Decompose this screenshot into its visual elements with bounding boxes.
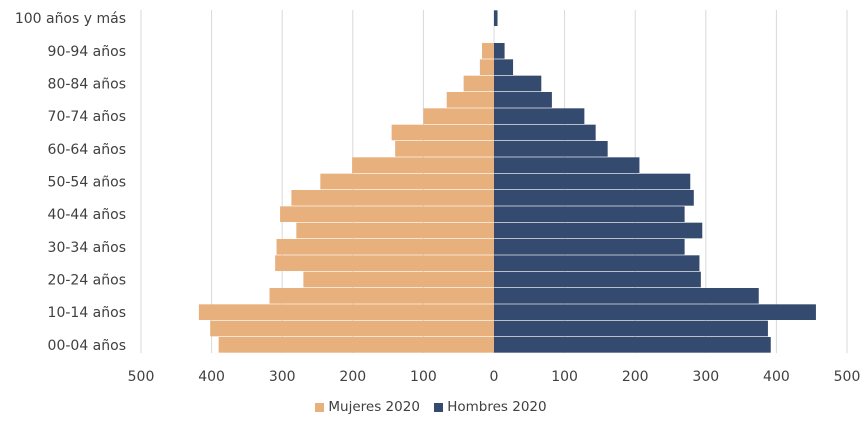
bar-hombres (494, 206, 685, 223)
bar-hombres (494, 271, 701, 288)
y-category-label: 30-34 años (48, 240, 126, 256)
bar-hombres (494, 124, 596, 141)
bar-hombres (494, 10, 498, 27)
bar-mujeres (446, 91, 494, 108)
y-category-label: 40-44 años (48, 207, 126, 223)
y-category-label: 60-64 años (48, 142, 126, 158)
bar-hombres (494, 255, 700, 272)
x-tick-label: 300 (269, 369, 296, 385)
legend-label-mujeres: Mujeres 2020 (328, 399, 420, 415)
bar-mujeres (352, 157, 494, 174)
bar-mujeres (198, 304, 494, 321)
x-tick-label: 500 (834, 369, 861, 385)
y-category-label: 100 años y más (15, 11, 126, 27)
bar-hombres (494, 336, 771, 353)
chart-svg: 00-04 años 10-14 años 20-24 años 30-34 años… (15, 10, 861, 385)
y-axis-labels: 00-04 años 10-14 años 20-24 años 30-34 años… (15, 11, 126, 354)
bar-hombres (494, 173, 691, 190)
bar-hombres (494, 320, 768, 337)
x-tick-label: 400 (763, 369, 790, 385)
bars (198, 10, 816, 353)
bar-mujeres (280, 206, 494, 223)
y-category-label: 00-04 años (48, 338, 126, 354)
bar-mujeres (291, 189, 494, 206)
x-tick-label: 200 (622, 369, 649, 385)
bar-hombres (494, 238, 685, 255)
y-category-label: 10-14 años (48, 305, 126, 321)
bar-hombres (494, 222, 703, 239)
bar-mujeres (296, 222, 494, 239)
x-tick-label: 100 (410, 369, 437, 385)
y-category-label: 70-74 años (48, 109, 126, 125)
bar-hombres (494, 75, 542, 92)
legend: Mujeres 2020 Hombres 2020 (0, 399, 862, 416)
bar-mujeres (423, 108, 494, 125)
legend-item-mujeres: Mujeres 2020 (315, 399, 420, 415)
bar-hombres (494, 304, 816, 321)
bar-hombres (494, 108, 585, 125)
bar-hombres (494, 59, 514, 76)
bar-mujeres (391, 124, 494, 141)
bar-hombres (494, 140, 608, 157)
bar-mujeres (210, 320, 495, 337)
bar-hombres (494, 91, 552, 108)
bar-mujeres (276, 238, 494, 255)
bar-hombres (494, 157, 640, 174)
bar-hombres (494, 42, 505, 59)
y-category-label: 90-94 años (48, 44, 126, 60)
x-tick-label: 200 (339, 369, 366, 385)
bar-hombres (494, 189, 694, 206)
bar-mujeres (395, 140, 494, 157)
x-axis-ticks: 500 400 300 200 100 0 100 200 300 400 500 (128, 369, 861, 385)
legend-item-hombres: Hombres 2020 (434, 399, 547, 415)
y-category-label: 80-84 años (48, 77, 126, 93)
bar-mujeres (481, 42, 494, 59)
bar-hombres (494, 287, 759, 304)
x-tick-label: 100 (551, 369, 578, 385)
legend-swatch-hombres (434, 402, 444, 412)
legend-swatch-mujeres (315, 402, 325, 412)
y-category-label: 20-24 años (48, 273, 126, 289)
bar-mujeres (320, 173, 494, 190)
x-tick-label: 500 (128, 369, 155, 385)
x-tick-label: 0 (490, 369, 499, 385)
y-category-label: 50-54 años (48, 175, 126, 191)
bar-mujeres (479, 59, 494, 76)
x-tick-label: 400 (198, 369, 225, 385)
bar-mujeres (269, 287, 494, 304)
x-tick-label: 300 (692, 369, 719, 385)
bar-mujeres (275, 255, 494, 272)
bar-mujeres (218, 336, 494, 353)
bar-mujeres (463, 75, 494, 92)
legend-label-hombres: Hombres 2020 (447, 399, 547, 415)
bar-mujeres (303, 271, 494, 288)
